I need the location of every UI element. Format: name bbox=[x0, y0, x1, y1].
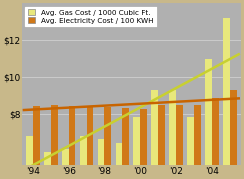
Bar bbox=[223, 18, 230, 179]
Bar bbox=[26, 136, 33, 179]
Bar bbox=[69, 106, 75, 179]
Bar bbox=[104, 107, 111, 179]
Bar bbox=[187, 117, 194, 179]
Bar bbox=[169, 90, 176, 179]
Bar bbox=[62, 149, 69, 179]
Bar bbox=[80, 136, 87, 179]
Bar bbox=[98, 139, 104, 179]
Bar bbox=[158, 105, 165, 179]
Bar bbox=[140, 109, 147, 179]
Bar bbox=[122, 108, 129, 179]
Bar bbox=[44, 152, 51, 179]
Bar bbox=[33, 106, 40, 179]
Bar bbox=[194, 105, 201, 179]
Bar bbox=[212, 98, 219, 179]
Bar bbox=[87, 106, 93, 179]
Legend: Avg. Gas Cost / 1000 Cubic Ft., Avg. Electricity Cost / 100 KWH: Avg. Gas Cost / 1000 Cubic Ft., Avg. Ele… bbox=[24, 6, 157, 27]
Bar bbox=[176, 105, 183, 179]
Bar bbox=[116, 143, 122, 179]
Bar bbox=[205, 59, 212, 179]
Bar bbox=[230, 90, 237, 179]
Bar bbox=[151, 90, 158, 179]
Bar bbox=[51, 105, 58, 179]
Bar bbox=[133, 117, 140, 179]
